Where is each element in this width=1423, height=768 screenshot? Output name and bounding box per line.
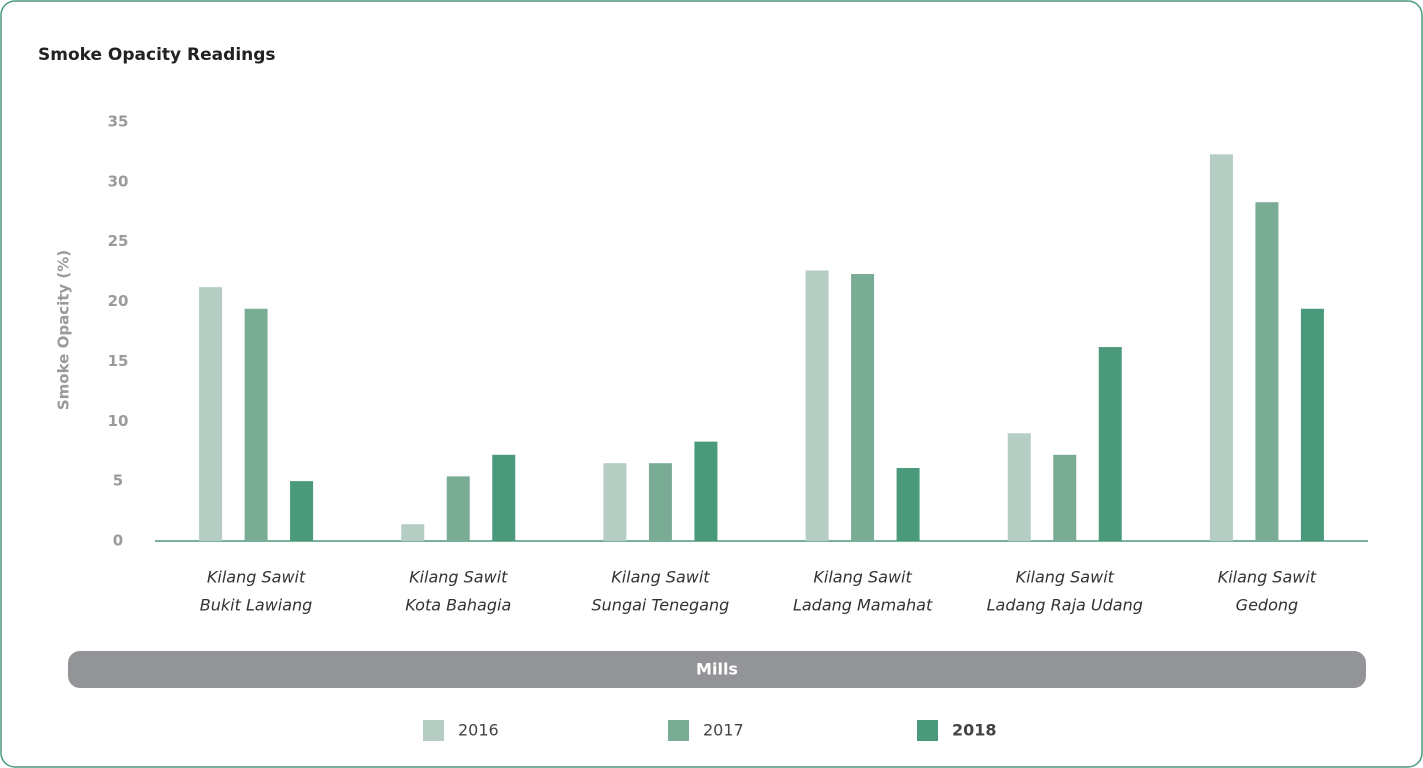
legend-label: 2018: [952, 721, 997, 740]
legend-label: 2017: [703, 721, 744, 740]
y-tick-label: 10: [108, 412, 129, 430]
x-tick-label: Kota Bahagia: [405, 596, 511, 615]
x-tick-label: Kilang Sawit: [207, 568, 306, 587]
y-tick-label: 25: [108, 232, 129, 250]
x-tick-label: Kilang Sawit: [611, 568, 710, 587]
x-tick-label: Ladang Mamahat: [793, 596, 933, 615]
x-tick-label: Kilang Sawit: [1218, 568, 1317, 587]
x-tick-label: Sungai Tenegang: [592, 596, 730, 615]
bar: [694, 441, 718, 541]
y-axis-label: Smoke Opacity (%): [55, 250, 73, 410]
bar: [1300, 308, 1324, 541]
bar: [446, 476, 470, 541]
bar: [290, 481, 314, 541]
legend-swatch: [423, 720, 444, 741]
y-tick-label: 15: [108, 352, 129, 370]
y-tick-label: 20: [108, 292, 129, 310]
bar: [199, 287, 223, 541]
bar: [648, 463, 672, 541]
bar: [805, 270, 829, 541]
x-tick-label: Kilang Sawit: [1016, 568, 1115, 587]
bar: [1255, 202, 1279, 542]
bar: [244, 308, 268, 541]
legend-label: 2016: [458, 721, 499, 740]
bar: [1209, 154, 1233, 541]
x-tick-label: Bukit Lawiang: [200, 596, 313, 615]
legend-swatch: [917, 720, 938, 741]
bar: [851, 274, 875, 541]
bar: [1053, 454, 1077, 541]
chart-title: Smoke Opacity Readings: [38, 45, 276, 65]
y-tick-label: 5: [113, 472, 123, 490]
bar: [1007, 433, 1031, 541]
y-tick-label: 35: [108, 113, 129, 131]
x-tick-label: Ladang Raja Udang: [987, 596, 1143, 615]
y-tick-label: 30: [108, 172, 129, 190]
bar: [492, 454, 516, 541]
x-tick-label: Kilang Sawit: [409, 568, 508, 587]
bar: [401, 524, 425, 541]
x-axis-band: [68, 651, 1366, 688]
y-tick-label: 0: [113, 532, 123, 550]
bar: [603, 463, 627, 541]
bar: [1098, 347, 1122, 541]
bar: [896, 467, 920, 541]
legend-swatch: [668, 720, 689, 741]
x-axis-label: Mills: [696, 660, 738, 679]
x-tick-label: Gedong: [1236, 596, 1298, 615]
x-tick-label: Kilang Sawit: [813, 568, 912, 587]
